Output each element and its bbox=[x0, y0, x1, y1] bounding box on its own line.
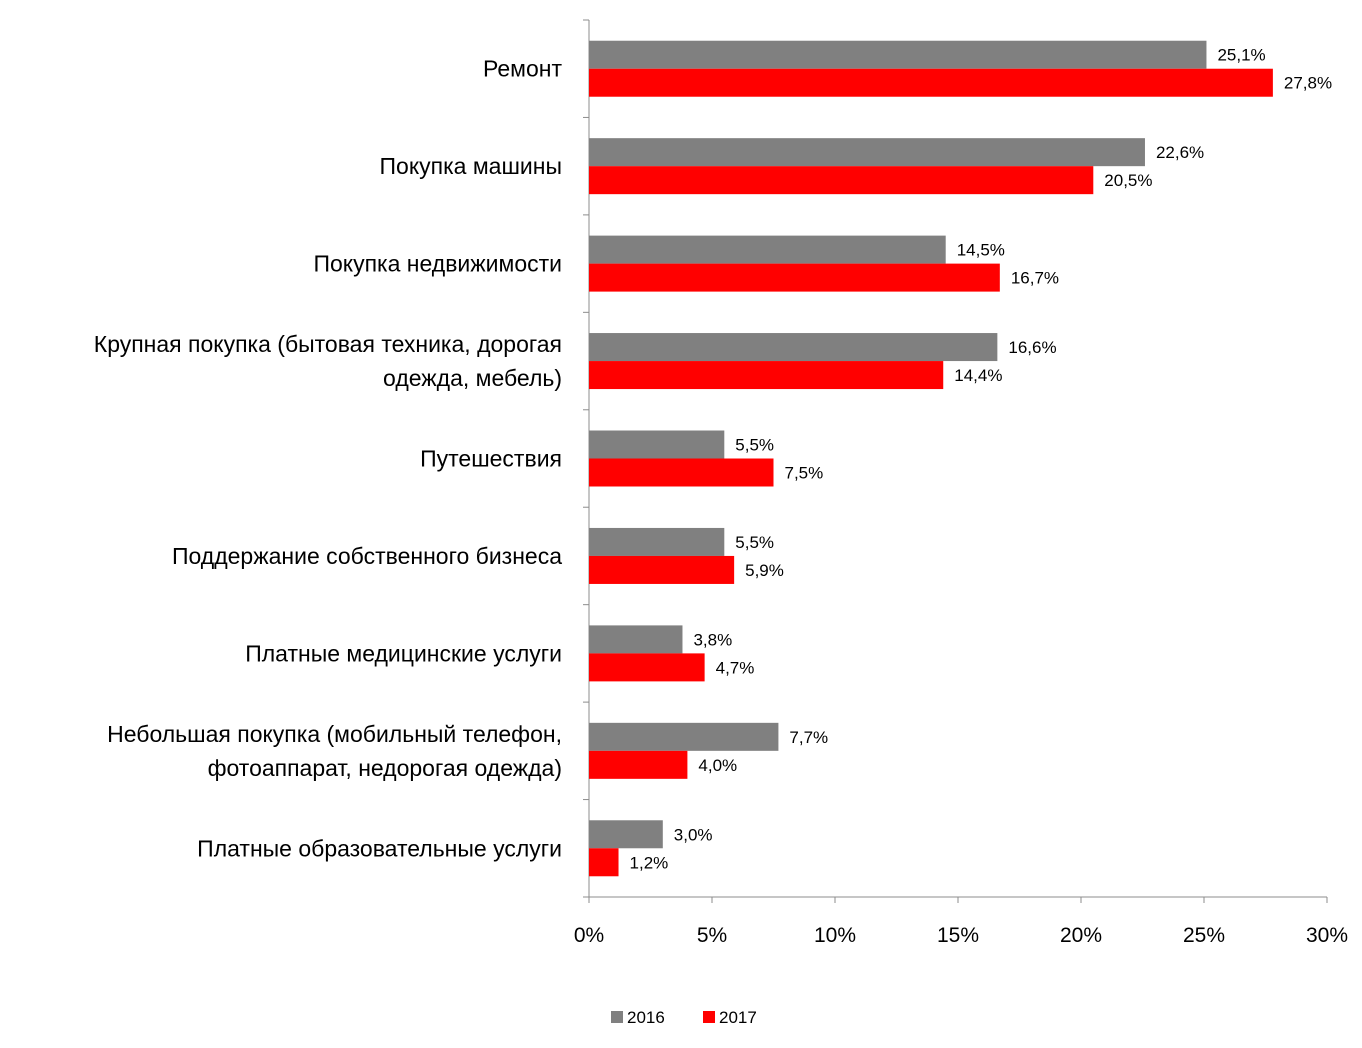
bar-2016-2 bbox=[589, 235, 946, 264]
bar-2017-7 bbox=[589, 750, 688, 779]
x-tick-label: 5% bbox=[697, 924, 727, 947]
data-label-2017-5: 5,9% bbox=[745, 561, 784, 580]
data-label-2017-4: 7,5% bbox=[785, 464, 824, 483]
data-label-2016-8: 3,0% bbox=[674, 825, 713, 844]
legend-swatch-2016 bbox=[611, 1011, 623, 1023]
bar-2017-1 bbox=[589, 166, 1094, 195]
category-label-2: Покупка недвижимости bbox=[313, 251, 562, 277]
category-labels: Ремонт Покупка машины Покупка недвижимости… bbox=[94, 56, 563, 862]
bar-2017-3 bbox=[589, 361, 944, 390]
category-label-0: Ремонт bbox=[483, 56, 562, 82]
data-label-2016-4: 5,5% bbox=[735, 436, 774, 455]
category-label-4: Путешествия bbox=[420, 446, 562, 472]
legend: 2016 2017 bbox=[611, 1008, 757, 1027]
data-label-2016-2: 14,5% bbox=[957, 241, 1005, 260]
x-tick-label: 15% bbox=[937, 924, 979, 947]
bar-2016-4 bbox=[589, 430, 725, 459]
category-label-5: Поддержание собственного бизнеса bbox=[172, 543, 562, 569]
category-label-1: Покупка машины bbox=[380, 153, 562, 179]
x-tick-label: 0% bbox=[574, 924, 604, 947]
data-label-2017-0: 27,8% bbox=[1284, 74, 1332, 93]
bar-2016-1 bbox=[589, 138, 1145, 167]
bar-2016-7 bbox=[589, 722, 779, 751]
data-label-2016-5: 5,5% bbox=[735, 533, 774, 552]
legend-label-2017: 2017 bbox=[719, 1008, 757, 1027]
data-label-2016-0: 25,1% bbox=[1217, 46, 1265, 65]
bar-2017-0 bbox=[589, 68, 1273, 97]
x-tick-label: 10% bbox=[814, 924, 856, 947]
bar-2017-8 bbox=[589, 848, 619, 877]
bar-2016-6 bbox=[589, 625, 683, 654]
data-label-2017-1: 20,5% bbox=[1104, 171, 1152, 190]
category-label-6: Платные медицинские услуги bbox=[245, 640, 562, 666]
x-tick-label: 30% bbox=[1306, 924, 1348, 947]
bar-2017-2 bbox=[589, 263, 1000, 292]
data-label-2016-7: 7,7% bbox=[789, 728, 828, 747]
data-label-2017-7: 4,0% bbox=[698, 756, 737, 775]
bar-2017-5 bbox=[589, 555, 735, 584]
bars bbox=[589, 40, 1273, 877]
data-label-2017-2: 16,7% bbox=[1011, 269, 1059, 288]
bar-2016-5 bbox=[589, 527, 725, 556]
data-label-2017-6: 4,7% bbox=[716, 658, 755, 677]
x-tick-label: 20% bbox=[1060, 924, 1102, 947]
legend-swatch-2017 bbox=[703, 1011, 715, 1023]
bar-2016-0 bbox=[589, 40, 1207, 69]
data-label-2016-3: 16,6% bbox=[1008, 338, 1056, 357]
category-label-8: Платные образовательные услуги bbox=[197, 835, 562, 861]
x-tick-label: 25% bbox=[1183, 924, 1225, 947]
legend-label-2016: 2016 bbox=[627, 1008, 665, 1027]
bar-2017-4 bbox=[589, 458, 774, 487]
data-label-2017-8: 1,2% bbox=[630, 853, 669, 872]
category-label-3: Крупная покупка (бытовая техника, дорога… bbox=[94, 331, 562, 391]
bar-2016-8 bbox=[589, 820, 663, 849]
data-label-2016-6: 3,8% bbox=[693, 630, 732, 649]
bar-2017-6 bbox=[589, 653, 705, 682]
data-label-2017-3: 14,4% bbox=[954, 366, 1002, 385]
bar-2016-3 bbox=[589, 333, 998, 362]
category-label-7: Небольшая покупка (мобильный телефон, фот… bbox=[107, 721, 562, 781]
x-tick-labels: 0% 5% 10% 15% 20% 25% 30% bbox=[574, 924, 1348, 947]
data-labels: 25,1% 27,8% 22,6%20,5% 14,5% 16,7% 16,6% 14,4%… bbox=[630, 46, 1333, 873]
data-label-2016-1: 22,6% bbox=[1156, 143, 1204, 162]
